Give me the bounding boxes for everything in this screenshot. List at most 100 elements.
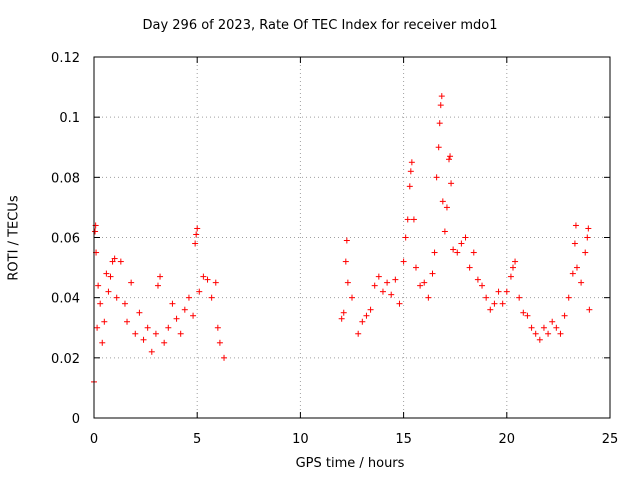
data-point [117,258,124,265]
data-point [407,168,414,175]
x-tick-label: 25 [602,432,619,447]
data-point [565,294,572,301]
x-tick-label: 15 [395,432,412,447]
axis-ticks: 0 5 10 15 20 25 0 0.02 0.04 0.06 0.08 0.1 0.12 [51,51,618,447]
data-point [553,324,560,331]
data-point [107,273,114,280]
data-point [520,309,527,316]
data-point [438,93,445,100]
data-point [443,204,450,211]
data-point [540,324,547,331]
data-point [343,237,350,244]
data-point [512,258,519,265]
y-tick-label: 0.1 [59,111,80,126]
data-point [154,282,161,289]
data-point [412,264,419,271]
data-point [113,294,120,301]
data-point [421,279,428,286]
data-point [363,312,370,319]
data-point [177,330,184,337]
data-point [585,225,592,232]
plot-frame [93,56,611,419]
data-point [392,276,399,283]
data-point [359,318,366,325]
y-tick-label: 0.02 [51,352,80,367]
data-point [136,309,143,316]
data-point [524,312,531,319]
data-point [338,315,345,322]
x-tick-label: 10 [292,432,309,447]
data-point [436,120,443,127]
data-point [355,330,362,337]
data-point [450,246,457,253]
data-point [169,300,176,307]
data-point [105,288,112,295]
data-point [208,294,215,301]
data-point [92,228,99,235]
data-point [447,153,454,160]
data-point [448,180,455,187]
y-tick-label: 0 [72,412,80,427]
x-axis-label: GPS time / hours [295,456,405,471]
data-point [557,330,564,337]
data-point [109,258,116,265]
data-point [124,318,131,325]
data-point [454,249,461,256]
data-point [466,264,473,271]
data-point [425,294,432,301]
chart-title: Day 296 of 2023, Rate Of TEC Index for r… [142,18,498,33]
data-point [121,300,128,307]
y-tick-label: 0.04 [51,292,80,307]
data-point [196,288,203,295]
data-point [342,258,349,265]
data-point [384,279,391,286]
data-point [549,318,556,325]
data-point [144,324,151,331]
data-point [375,273,382,280]
data-point [193,231,200,238]
data-points [91,93,593,385]
data-point [417,282,424,289]
data-point [495,288,502,295]
x-tick-label: 5 [193,432,201,447]
data-point [140,336,147,343]
data-point [94,324,101,331]
data-point [532,330,539,337]
data-point [152,330,159,337]
data-point [545,330,552,337]
data-point [439,198,446,205]
data-point [491,300,498,307]
data-point [528,324,535,331]
data-point [371,282,378,289]
data-point [111,255,118,262]
data-point [173,315,180,322]
data-point [340,309,347,316]
data-point [402,234,409,241]
data-point [470,249,477,256]
data-point [458,240,465,247]
data-point [192,240,199,247]
data-point [148,348,155,355]
data-point [344,279,351,286]
data-point [103,270,110,277]
data-point [561,312,568,319]
data-point [388,291,395,298]
x-tick-label: 0 [90,432,98,447]
y-tick-label: 0.06 [51,232,80,247]
data-point [586,306,593,313]
data-point [573,264,580,271]
data-point [516,294,523,301]
data-point [216,339,223,346]
data-point [404,216,411,223]
data-point [582,249,589,256]
data-point [536,336,543,343]
data-point [429,270,436,277]
data-point [479,282,486,289]
data-point [101,318,108,325]
data-point [161,339,168,346]
data-point [185,294,192,301]
data-point [435,144,442,151]
data-point [181,306,188,313]
data-point [437,102,444,109]
